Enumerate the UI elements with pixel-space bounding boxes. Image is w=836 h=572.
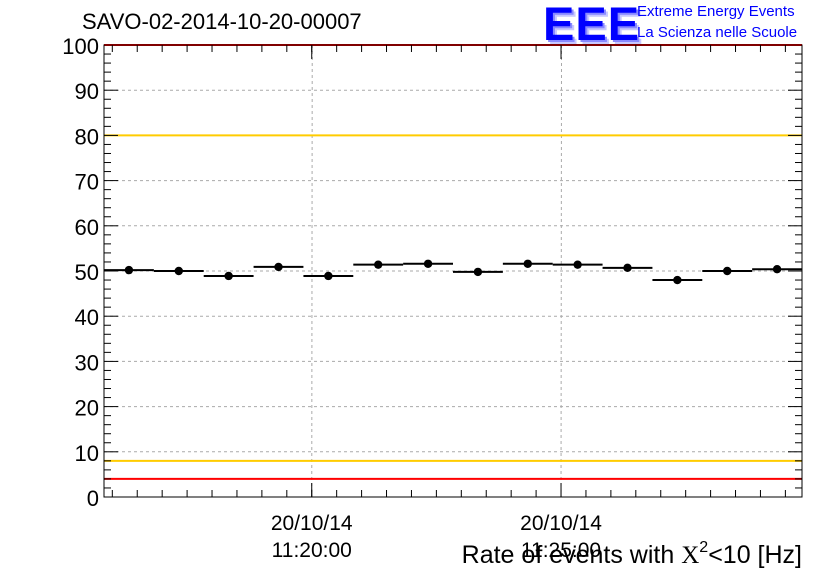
eee-logo: EEE — [543, 0, 641, 50]
logo-line-2: La Scienza nelle Scuole — [637, 24, 798, 41]
chart-title: SAVO-02-2014-10-20-00007 — [82, 9, 362, 34]
logo-line-1: Extreme Energy Events — [637, 3, 795, 20]
data-point — [573, 260, 582, 269]
x-tick-label-date: 20/10/14 — [271, 512, 353, 535]
y-tick-label: 0 — [87, 486, 99, 511]
y-tick-label: 70 — [75, 170, 99, 195]
y-tick-label: 10 — [75, 441, 99, 466]
data-point — [473, 267, 483, 277]
y-tick-label: 90 — [75, 79, 99, 104]
y-tick-label: 50 — [75, 260, 99, 285]
grid-line-x — [311, 44, 313, 498]
data-point — [623, 263, 632, 273]
data-point — [723, 266, 732, 276]
x-tick-label-date: 20/10/14 — [520, 512, 602, 535]
x-tick-label-time: 11:25:00 — [521, 539, 601, 562]
y-tick-label: 20 — [75, 396, 99, 421]
x-axis-title: Rate of events with X2<10 [Hz] — [462, 539, 802, 569]
y-tick-label: 60 — [75, 215, 99, 240]
data-point — [174, 266, 183, 276]
data-points — [104, 259, 802, 285]
data-point — [274, 262, 283, 272]
data-point — [124, 265, 134, 275]
data-point — [224, 271, 233, 281]
data-point — [673, 275, 682, 285]
data-point — [772, 264, 782, 274]
axis-ticks — [104, 44, 802, 498]
data-point — [374, 260, 383, 269]
y-tick-label: 30 — [75, 350, 99, 375]
axis-labels: 0 10 20 30 40 50 60 70 80 90 100 20/10/14 11:20:00 20… — [62, 34, 802, 569]
reference-lines — [104, 44, 802, 480]
x-tick-label-time: 11:20:00 — [272, 539, 352, 562]
y-tick-label: 100 — [62, 34, 99, 59]
y-tick-label: 40 — [75, 305, 99, 330]
data-point — [523, 259, 532, 268]
y-tick-label: 80 — [75, 124, 99, 149]
data-point — [324, 271, 333, 281]
data-point — [423, 259, 433, 268]
